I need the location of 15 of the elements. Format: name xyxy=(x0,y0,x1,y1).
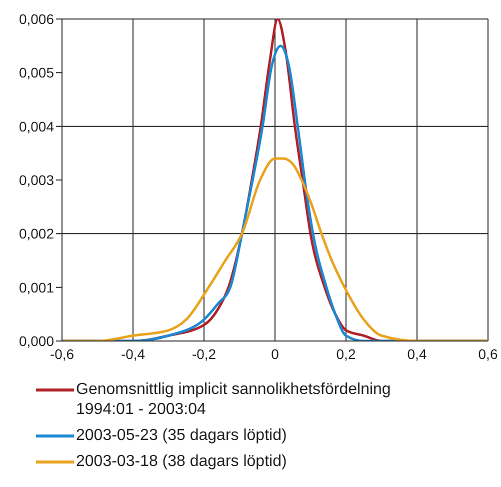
y-tick-label: 0,001 xyxy=(18,279,54,296)
x-tick-label: 0 xyxy=(271,346,280,362)
legend-label: 2003-03-18 (38 dagars löptid) xyxy=(76,452,288,472)
y-tick-label: 0,004 xyxy=(18,118,54,134)
x-tick-label: -0,4 xyxy=(120,346,146,362)
y-tick-label: 0,003 xyxy=(18,172,54,188)
legend-label: Genomsnittlig implicit sannolikhetsfördelning 1994:01 - 2003:04 xyxy=(76,380,392,420)
x-tick-label: 0,6 xyxy=(478,346,498,362)
y-tick-label: 0,005 xyxy=(18,64,54,81)
y-tick-label: 0,006 xyxy=(18,10,54,27)
x-tick-label: 0,2 xyxy=(336,346,356,362)
legend-label: 2003-05-23 (35 dagars löptid) xyxy=(76,426,288,446)
y-tick-label: 0,002 xyxy=(18,226,54,242)
x-tick-label: 0,4 xyxy=(407,346,427,362)
x-tick-label: -0,2 xyxy=(192,346,216,362)
